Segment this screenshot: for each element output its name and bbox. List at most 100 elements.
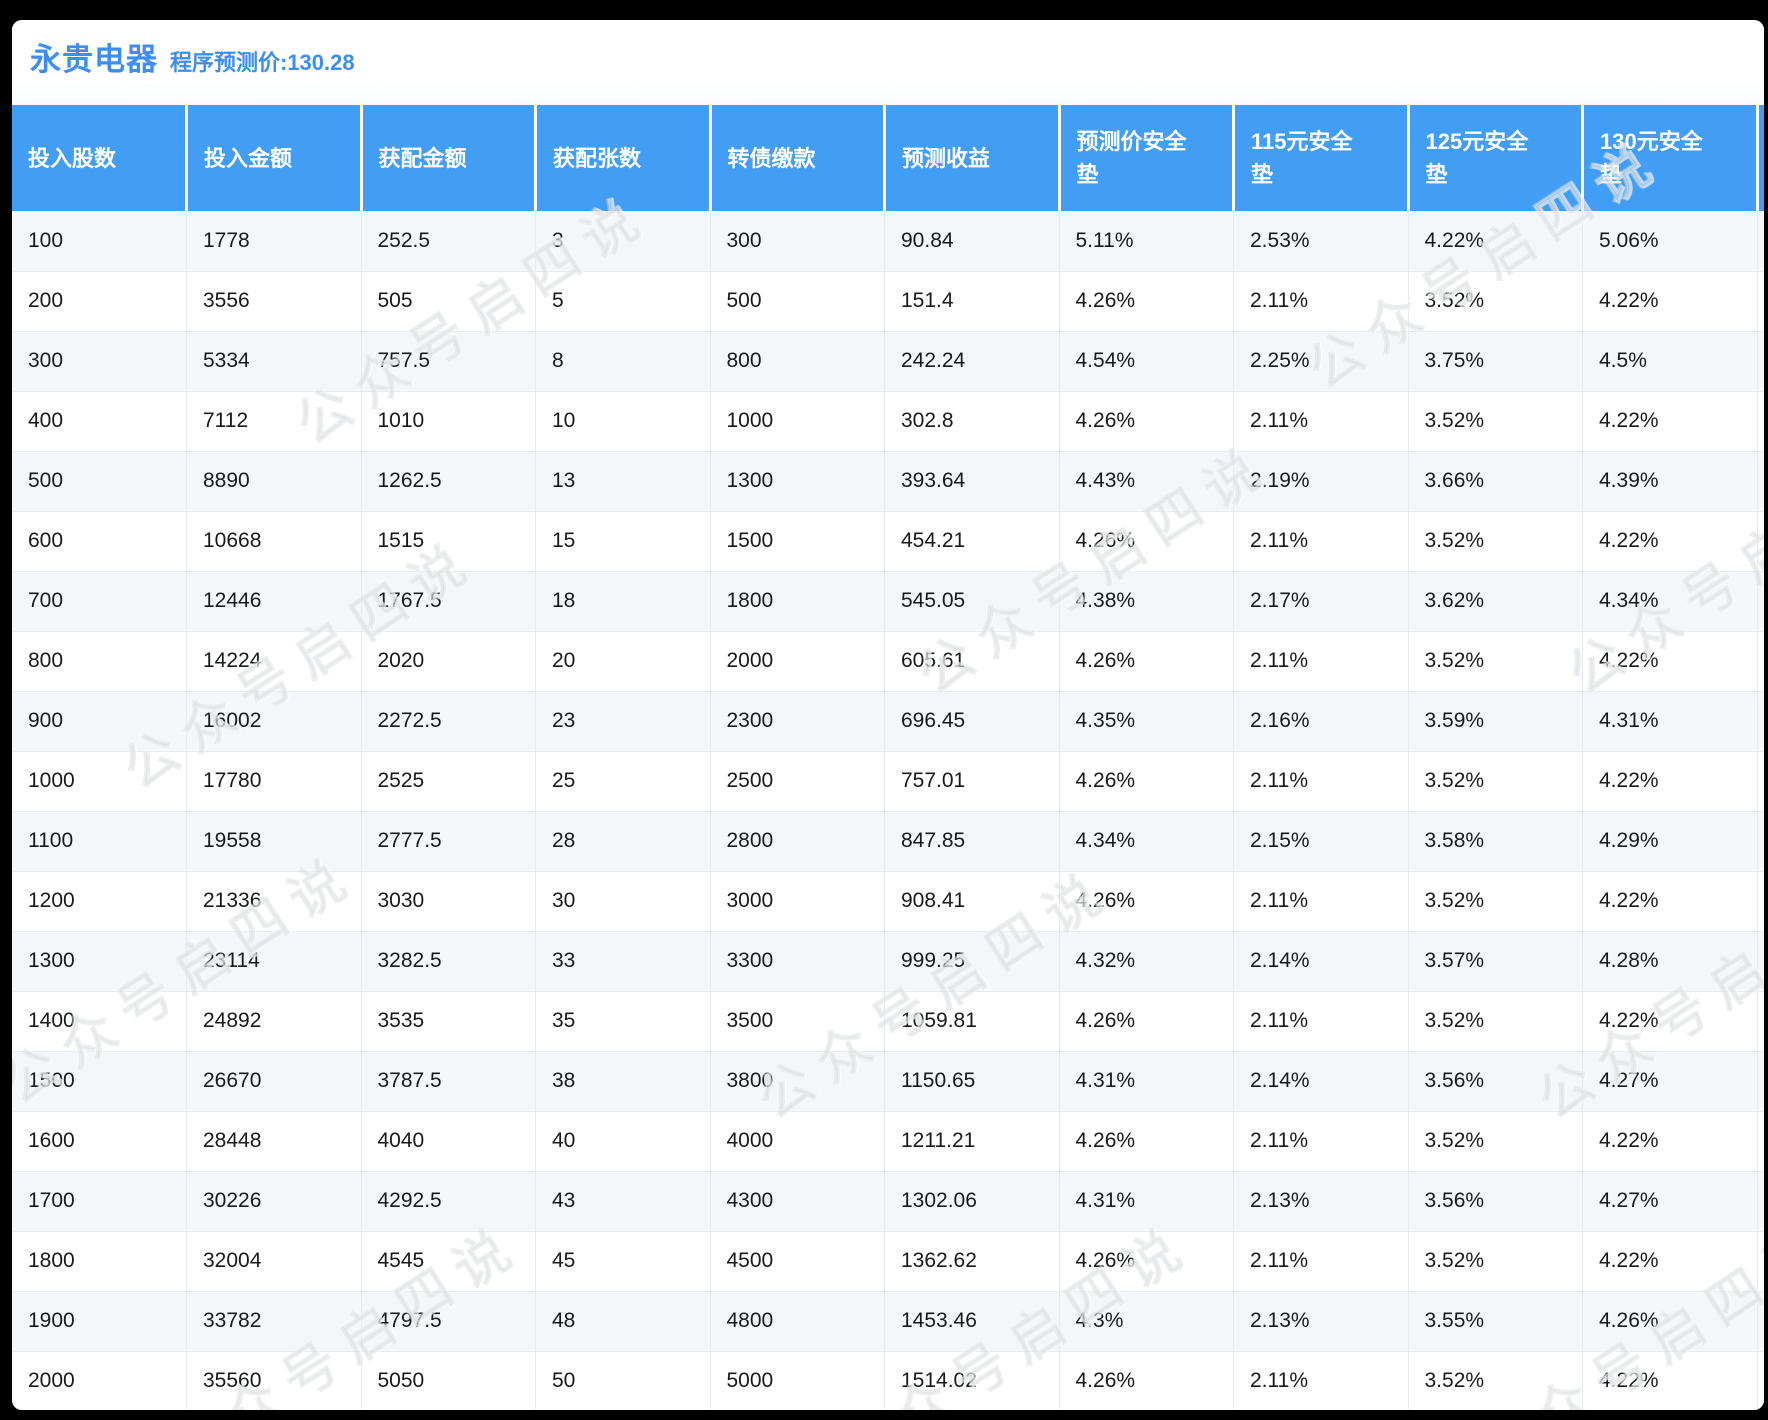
table-cell: 4040 — [361, 1111, 536, 1172]
table-cell: 600 — [12, 511, 187, 572]
table-cell: 5.06% — [1582, 211, 1758, 272]
table-cell: 4.26% — [1059, 1231, 1234, 1292]
page-root: 永贵电器 程序预测价:130.28 投入股数 投入金额 获配金额 获配张数 转债缴款 预测… — [12, 20, 1764, 1410]
table-cell: 1453.46 — [884, 1291, 1060, 1352]
table-cell: 3.52% — [1408, 871, 1583, 932]
table-cell: 2.25% — [1233, 331, 1409, 392]
table-cell: 3.59% — [1408, 691, 1583, 752]
table-cell: 1900 — [12, 1291, 187, 1352]
table-row: 1900 33782 4797.5 48 4800 1453.46 4.3% 2.13% 3.5… — [12, 1291, 1764, 1352]
table-cell: 28448 — [186, 1111, 362, 1172]
table-cell: 400 — [12, 391, 187, 452]
table-row: 1700 30226 4292.5 43 4300 1302.06 4.31% 2.13% 3.… — [12, 1171, 1764, 1232]
table-cell: 100 — [12, 211, 187, 272]
table-cell: 3000 — [710, 871, 885, 932]
table-cell: 21336 — [186, 871, 362, 932]
table-cell: 2.11% — [1233, 751, 1409, 812]
table-cell: 4.26% — [1059, 511, 1234, 572]
table-cell: 1800 — [710, 571, 885, 632]
table-cell-clipped — [1757, 1351, 1764, 1410]
table-cell: 900 — [12, 691, 187, 752]
table-row: 1600 28448 4040 40 4000 1211.21 4.26% 2.11% 3.52… — [12, 1111, 1764, 1172]
table-cell: 2.11% — [1233, 1111, 1409, 1172]
table-cell: 3.62% — [1408, 571, 1583, 632]
table-cell: 19558 — [186, 811, 362, 872]
table-cell: 2.16% — [1233, 691, 1409, 752]
table-cell: 12446 — [186, 571, 362, 632]
table-cell: 3.56% — [1408, 1051, 1583, 1112]
table-cell: 4.22% — [1582, 1231, 1758, 1292]
table-cell-clipped — [1757, 811, 1764, 872]
table-cell: 2000 — [710, 631, 885, 692]
table-cell: 35 — [535, 991, 711, 1052]
table-cell: 4.22% — [1582, 391, 1758, 452]
table-row: 400 7112 1010 10 1000 302.8 4.26% 2.11% 3.52% 4.2… — [12, 391, 1764, 452]
predicted-price-label: 程序预测价:130.28 — [170, 50, 355, 75]
table-row: 700 12446 1767.5 18 1800 545.05 4.38% 2.17% 3.62… — [12, 571, 1764, 632]
table-cell: 4.34% — [1582, 571, 1758, 632]
table-cell: 3.52% — [1408, 511, 1583, 572]
table-cell: 3282.5 — [361, 931, 536, 992]
table-cell: 1800 — [12, 1231, 187, 1292]
table-cell: 302.8 — [884, 391, 1060, 452]
table-cell: 40 — [535, 1111, 711, 1172]
header-label: 投入金额 — [204, 145, 293, 171]
table-cell: 1059.81 — [884, 991, 1060, 1052]
table-cell: 4.3% — [1059, 1291, 1234, 1352]
table-cell: 2.14% — [1233, 1051, 1409, 1112]
table-row: 1000 17780 2525 25 2500 757.01 4.26% 2.11% 3.52%… — [12, 751, 1764, 812]
table-cell: 4.22% — [1408, 211, 1583, 272]
table-cell: 20 — [535, 631, 711, 692]
header-label: 115元安全垫 — [1251, 129, 1353, 187]
table-cell-clipped — [1757, 571, 1764, 632]
table-row: 1100 19558 2777.5 28 2800 847.85 4.34% 2.15% 3.5… — [12, 811, 1764, 872]
header-cell: 获配张数 — [535, 105, 712, 211]
table-cell: 454.21 — [884, 511, 1060, 572]
table-cell: 800 — [12, 631, 187, 692]
table-cell: 2.11% — [1233, 391, 1409, 452]
header-cell: 转债缴款 — [710, 105, 886, 211]
table-cell: 1778 — [186, 211, 362, 272]
table-cell: 4.26% — [1059, 751, 1234, 812]
table-cell: 2.17% — [1233, 571, 1409, 632]
header-label: 预测价安全垫 — [1076, 129, 1187, 187]
table-cell: 4000 — [710, 1111, 885, 1172]
table-cell: 4.22% — [1582, 511, 1758, 572]
table-cell-clipped — [1757, 271, 1764, 332]
table-row: 900 16002 2272.5 23 2300 696.45 4.35% 2.16% 3.59… — [12, 691, 1764, 752]
table-cell: 23 — [535, 691, 711, 752]
table-cell-clipped — [1757, 1291, 1764, 1352]
table-cell: 1211.21 — [884, 1111, 1060, 1172]
table-cell: 2.13% — [1233, 1171, 1409, 1232]
table-cell: 3800 — [710, 1051, 885, 1112]
header-cell: 预测价安全垫 — [1059, 105, 1235, 211]
table-cell: 2000 — [12, 1351, 187, 1410]
table-cell: 300 — [12, 331, 187, 392]
table-cell: 3.52% — [1408, 1231, 1583, 1292]
header-cell: 115元安全垫 — [1233, 105, 1410, 211]
table-row: 300 5334 757.5 8 800 242.24 4.54% 2.25% 3.75% 4.5… — [12, 331, 1764, 392]
table-cell: 4.5% — [1582, 331, 1758, 392]
table-cell: 7112 — [186, 391, 362, 452]
table-cell: 605.61 — [884, 631, 1060, 692]
table-cell: 4.26% — [1059, 271, 1234, 332]
table-cell: 4.26% — [1059, 991, 1234, 1052]
table-cell: 8890 — [186, 451, 362, 512]
table-row: 1500 26670 3787.5 38 3800 1150.65 4.31% 2.14% 3.… — [12, 1051, 1764, 1112]
table-cell: 2.14% — [1233, 931, 1409, 992]
header-label: 预测收益 — [902, 145, 991, 171]
table-cell: 1262.5 — [361, 451, 536, 512]
table-cell: 3500 — [710, 991, 885, 1052]
header-row: 投入股数 投入金额 获配金额 获配张数 转债缴款 预测收益 预测价安全垫 115元安全垫 125… — [12, 105, 1764, 211]
table-cell: 1010 — [361, 391, 536, 452]
table-cell: 45 — [535, 1231, 711, 1292]
table-cell: 5334 — [186, 331, 362, 392]
table-cell: 4797.5 — [361, 1291, 536, 1352]
table-cell: 757.5 — [361, 331, 536, 392]
table-cell: 1500 — [12, 1051, 187, 1112]
table-row: 1200 21336 3030 30 3000 908.41 4.26% 2.11% 3.52%… — [12, 871, 1764, 932]
table-cell: 3556 — [186, 271, 362, 332]
table-cell: 1600 — [12, 1111, 187, 1172]
table-cell: 4.26% — [1059, 1111, 1234, 1172]
table-cell: 4.39% — [1582, 451, 1758, 512]
